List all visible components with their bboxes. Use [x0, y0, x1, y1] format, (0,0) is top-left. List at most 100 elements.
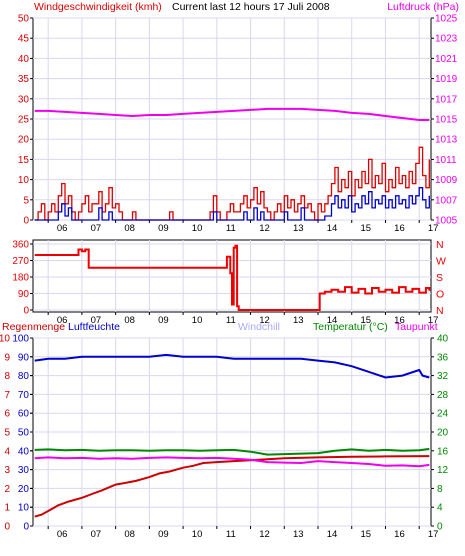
wind-x-tick-label: 13 [293, 223, 304, 234]
direction-panel-series [34, 244, 431, 311]
pressure-axis: 1005 1007 1009 1011 1013 1015 1017 1019 1021 1023… [431, 14, 458, 227]
direction-y-tick-label: 0 [23, 306, 29, 317]
climate-x-tick-label: 10 [192, 529, 203, 540]
temperature-y2-tick-label: 32 [437, 371, 449, 382]
temperature-y2-tick-label: 20 [437, 428, 449, 439]
climate-x-tick-label: 08 [124, 529, 135, 540]
wind-y-tick-label: 20 [18, 135, 30, 146]
direction-x-tick-label: 09 [158, 315, 169, 326]
wind-speed-title: Windgeschwindigkeit (kmh) [34, 1, 162, 13]
rain-y-tick-label: 10 [0, 334, 10, 345]
rain-y-tick-label: 6 [4, 409, 10, 420]
temperature-y2-tick-label: 24 [437, 409, 449, 420]
wind-panel-series [34, 107, 430, 221]
wind-y-tick-label: 30 [18, 94, 30, 105]
rain-y-tick-label: 0 [4, 522, 10, 533]
compass-label: S [436, 272, 443, 284]
humidity-y-tick-label: 20 [18, 484, 30, 495]
wind-x-tick-label: 06 [57, 223, 68, 234]
climate-x-tick-label: 09 [158, 529, 169, 540]
rain-y-tick-label: 5 [4, 428, 10, 439]
compass-label: W [436, 256, 446, 268]
direction-x-tick-label: 08 [124, 315, 135, 326]
climate-x-tick-label: 14 [327, 529, 338, 540]
pressure-y2-tick-label: 1025 [435, 14, 458, 25]
humidity-y-tick-label: 60 [18, 409, 30, 420]
series-rain [34, 455, 430, 518]
wind-x-tick-label: 07 [91, 223, 102, 234]
wind-x-tick-label: 08 [124, 223, 135, 234]
humidity-y-tick-label: 70 [18, 390, 30, 401]
direction-y-tick-label: 180 [12, 273, 29, 284]
compass-label: N [436, 239, 444, 251]
pressure-y2-tick-label: 1019 [435, 74, 458, 85]
humidity-y-tick-label: 80 [18, 371, 30, 382]
direction-y-tick-label: 270 [12, 256, 29, 267]
wind-y-tick-label: 5 [23, 195, 29, 206]
wind-x-tick-label: 09 [158, 223, 169, 234]
humidity-y-tick-label: 40 [18, 446, 30, 457]
direction-x-tick-label: 14 [327, 315, 338, 326]
climate-x-tick-label: 06 [57, 529, 68, 540]
rain-y-tick-label: 7 [4, 390, 10, 401]
rain-title: Regenmenge [2, 321, 65, 333]
wind-y-tick-label: 0 [23, 216, 29, 227]
rain-y-tick-label: 8 [4, 371, 10, 382]
wind-y-tick-label: 50 [18, 14, 30, 25]
rain-y-tick-label: 2 [4, 484, 10, 495]
windchill-title: Windchill [238, 321, 280, 333]
compass-label: O [436, 289, 444, 301]
climate-panel-series [34, 353, 430, 518]
temperature-y2-tick-label: 8 [437, 484, 443, 495]
temperature-title: Temperatur (°C) [313, 321, 388, 333]
wind-x-tick-label: 16 [394, 223, 405, 234]
humidity-title: Luftfeuchte [68, 321, 120, 333]
direction-x-tick-label: 07 [91, 315, 102, 326]
humidity-y-tick-label: 50 [18, 428, 30, 439]
rain-y-tick-label: 1 [4, 503, 10, 514]
humidity-y-tick-label: 10 [18, 503, 30, 514]
compass-label: N [436, 305, 444, 317]
direction-y-tick-label: 90 [18, 289, 30, 300]
pressure-y2-tick-label: 1015 [435, 115, 458, 126]
direction-x-tick-label: 15 [360, 315, 371, 326]
series-dewpoint [34, 456, 430, 468]
pressure-title: Luftdruck (hPa) [387, 1, 459, 13]
climate-x-tick-label: 12 [259, 529, 270, 540]
temperature-y2-tick-label: 28 [437, 390, 449, 401]
humidity-y-tick-label: 30 [18, 465, 30, 476]
temperature-y2-tick-label: 36 [437, 352, 449, 363]
direction-x-tick-label: 06 [57, 315, 68, 326]
wind-y-tick-label: 25 [18, 115, 30, 126]
wind-x-tick-label: 12 [259, 223, 270, 234]
direction-panel-time-axis: 06 07 08 09 10 11 12 13 14 15 16 17 [47, 312, 439, 326]
series-wind [34, 146, 430, 221]
wind-speed-axis: 0 5 10 15 20 25 30 35 40 45 50 [18, 14, 33, 227]
direction-y-tick-label: 360 [12, 240, 29, 251]
direction-x-tick-label: 10 [192, 315, 203, 326]
dewpoint-title: Taupunkt [395, 321, 438, 333]
wind-x-tick-label: 11 [226, 223, 236, 234]
direction-x-tick-label: 16 [394, 315, 405, 326]
temperature-axis: 0 4 8 12 16 20 24 28 32 36 40 [431, 334, 449, 533]
wind-panel-time-axis: 06 07 08 09 10 11 12 13 14 15 16 17 [47, 220, 438, 234]
direction-x-tick-label: 11 [226, 315, 236, 326]
temperature-y2-tick-label: 4 [437, 503, 443, 514]
pressure-y2-tick-label: 1021 [435, 54, 458, 65]
series-gust [34, 187, 430, 221]
direction-x-tick-label: 12 [259, 315, 270, 326]
direction-degree-axis: 0 90 180 270 360 [12, 240, 33, 317]
climate-x-tick-label: 07 [91, 529, 102, 540]
humidity-y-tick-label: 0 [23, 522, 29, 533]
pressure-y2-tick-label: 1007 [435, 195, 458, 206]
direction-x-tick-label: 17 [428, 315, 439, 326]
wind-x-tick-label: 10 [192, 223, 203, 234]
climate-panel-time-axis: 06 07 08 09 10 11 12 13 14 15 16 17 [47, 526, 438, 540]
